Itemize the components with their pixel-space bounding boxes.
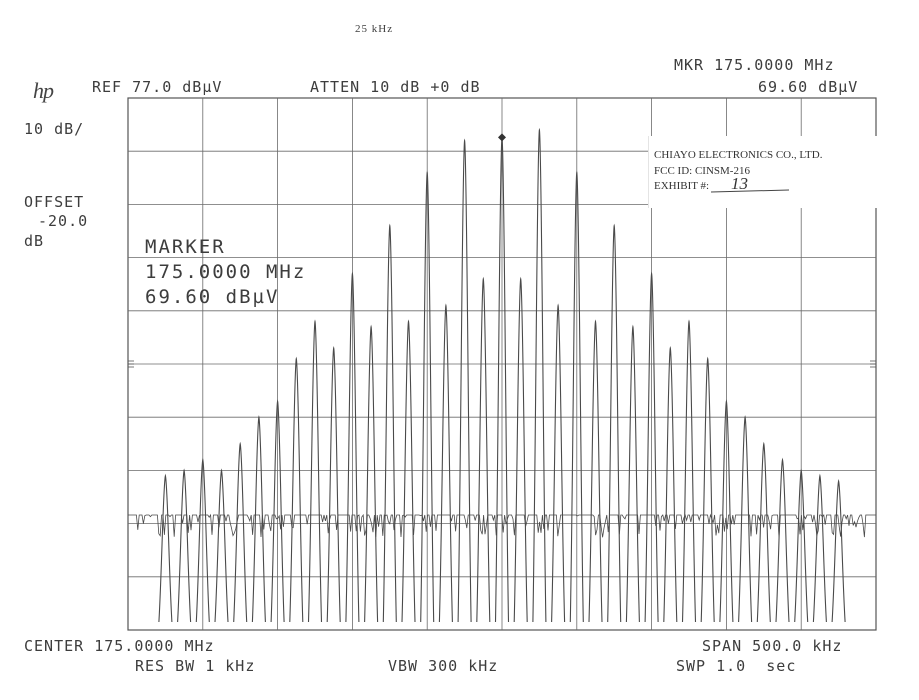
marker-level: 69.60 dBµV	[758, 78, 859, 96]
noise-trace	[128, 513, 876, 538]
video-bandwidth: VBW 300 kHz	[388, 657, 499, 675]
span: SPAN 500.0 kHz	[702, 637, 843, 655]
offset-unit: dB	[24, 232, 45, 250]
spectrum-peak	[719, 399, 734, 623]
spectrum-peak	[326, 345, 341, 623]
spectrum-peak	[551, 303, 566, 623]
caption: 25 kHz	[355, 23, 394, 35]
stamp-exhibit-label: EXHIBIT #:	[654, 180, 710, 192]
spectrum-peak	[382, 223, 397, 623]
spectrum-peak	[270, 399, 285, 623]
spectrum-peak	[364, 324, 379, 623]
spectrum-peak	[307, 319, 323, 623]
spectrum-peak	[794, 468, 809, 623]
spectrum-peak	[625, 324, 640, 623]
spectrum-peak	[644, 271, 659, 623]
spectrum-peak	[775, 457, 790, 623]
spectrum-peak	[438, 303, 453, 623]
spectrum-peak	[663, 345, 678, 623]
marker-box-level: 69.60 dBµV	[145, 286, 280, 308]
spectrum-peak	[513, 276, 528, 623]
spectrum-peak	[158, 473, 173, 623]
attenuation: ATTEN 10 dB +0 dB	[310, 78, 481, 96]
stamp-fcc-id: FCC ID: CINSM-216	[654, 165, 750, 177]
marker-box-label: MARKER	[145, 236, 226, 258]
spectrum-peak	[756, 441, 771, 623]
spectrum-peak	[195, 457, 210, 623]
sweep-time: SWP 1.0 sec	[676, 657, 797, 675]
center-frequency: CENTER 175.0000 MHz	[24, 637, 215, 655]
graticule-edge-ticks	[128, 360, 876, 368]
noise-floor-trace	[128, 513, 876, 538]
offset-label: OFFSET	[24, 193, 85, 211]
spectrum-peak	[401, 319, 416, 623]
spectrum-peak	[569, 170, 584, 623]
spectrum-peak	[476, 276, 491, 623]
marker-diamond	[498, 133, 506, 142]
spectrum-peak	[532, 127, 547, 623]
marker-box-frequency: 175.0000 MHz	[145, 261, 307, 283]
spectrum-peak	[251, 415, 266, 623]
scale-per-division: 10 dB/	[24, 120, 85, 138]
marker-frequency: MKR 175.0000 MHz	[674, 56, 835, 74]
spectrum-peak	[457, 138, 472, 623]
company-stamp: CHIAYO ELECTRONICS CO., LTD. FCC ID: CIN…	[648, 136, 879, 208]
spectrum-peak	[345, 271, 360, 623]
spectrum-peak	[681, 319, 697, 623]
resolution-bandwidth: RES BW 1 kHz	[135, 657, 256, 675]
spectrum-peak	[289, 356, 304, 623]
spectrum-peak	[738, 415, 753, 623]
spectrum-peak	[700, 356, 715, 623]
hp-logo: hp	[33, 78, 54, 103]
spectrum-peak	[214, 468, 229, 623]
spectrum-peak	[607, 223, 622, 623]
spectrum-peak	[588, 319, 603, 623]
spectrum-peak	[831, 478, 846, 623]
offset-value: -20.0	[38, 212, 89, 230]
spectrum-peak	[233, 441, 248, 623]
spectrum-peak	[420, 170, 435, 623]
stamp-exhibit-number: 13	[731, 174, 748, 193]
spectrum-peak	[177, 468, 192, 623]
stamp-company: CHIAYO ELECTRONICS CO., LTD.	[654, 149, 823, 161]
spectrum-peak	[812, 473, 827, 623]
stamp-underline	[710, 189, 790, 193]
ref-level: REF 77.0 dBµV	[92, 78, 223, 96]
